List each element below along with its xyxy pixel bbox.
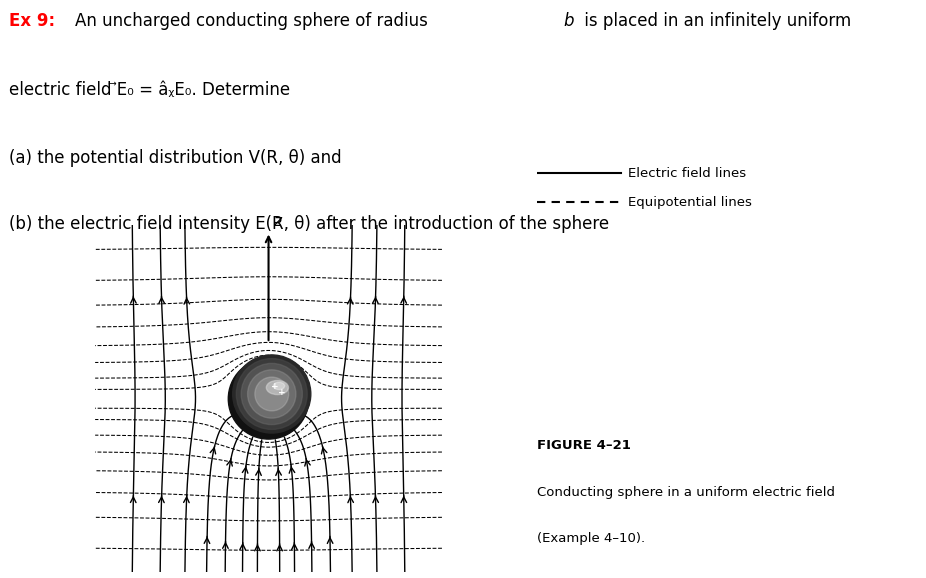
Text: Equipotential lines: Equipotential lines xyxy=(628,196,752,209)
Text: Conducting sphere in a uniform electric field: Conducting sphere in a uniform electric … xyxy=(537,486,835,498)
Text: (b) the electric field intensity E(R, θ) after the introduction of the sphere: (b) the electric field intensity E(R, θ)… xyxy=(9,216,609,234)
Ellipse shape xyxy=(273,382,284,390)
Circle shape xyxy=(236,358,307,429)
Circle shape xyxy=(229,358,308,439)
Circle shape xyxy=(255,377,289,411)
Text: b: b xyxy=(564,12,574,30)
Text: (Example 4–10).: (Example 4–10). xyxy=(537,532,645,544)
Text: Electric field lines: Electric field lines xyxy=(628,167,746,180)
Text: An uncharged conducting sphere of radius: An uncharged conducting sphere of radius xyxy=(75,12,432,30)
Text: is placed in an infinitely uniform: is placed in an infinitely uniform xyxy=(579,12,851,30)
Text: +: + xyxy=(270,382,279,391)
Ellipse shape xyxy=(267,380,289,395)
Circle shape xyxy=(232,355,311,433)
Text: +: + xyxy=(278,388,285,397)
Circle shape xyxy=(247,370,296,418)
Text: (a) the potential distribution V(R, θ) and: (a) the potential distribution V(R, θ) a… xyxy=(9,149,342,167)
Text: FIGURE 4–21: FIGURE 4–21 xyxy=(537,439,631,452)
Text: electric field ⃗E₀ = âᵪE₀. Determine: electric field ⃗E₀ = âᵪE₀. Determine xyxy=(9,80,291,99)
Text: Ex 9:: Ex 9: xyxy=(9,12,56,30)
Circle shape xyxy=(241,364,303,425)
Text: z: z xyxy=(273,213,281,228)
